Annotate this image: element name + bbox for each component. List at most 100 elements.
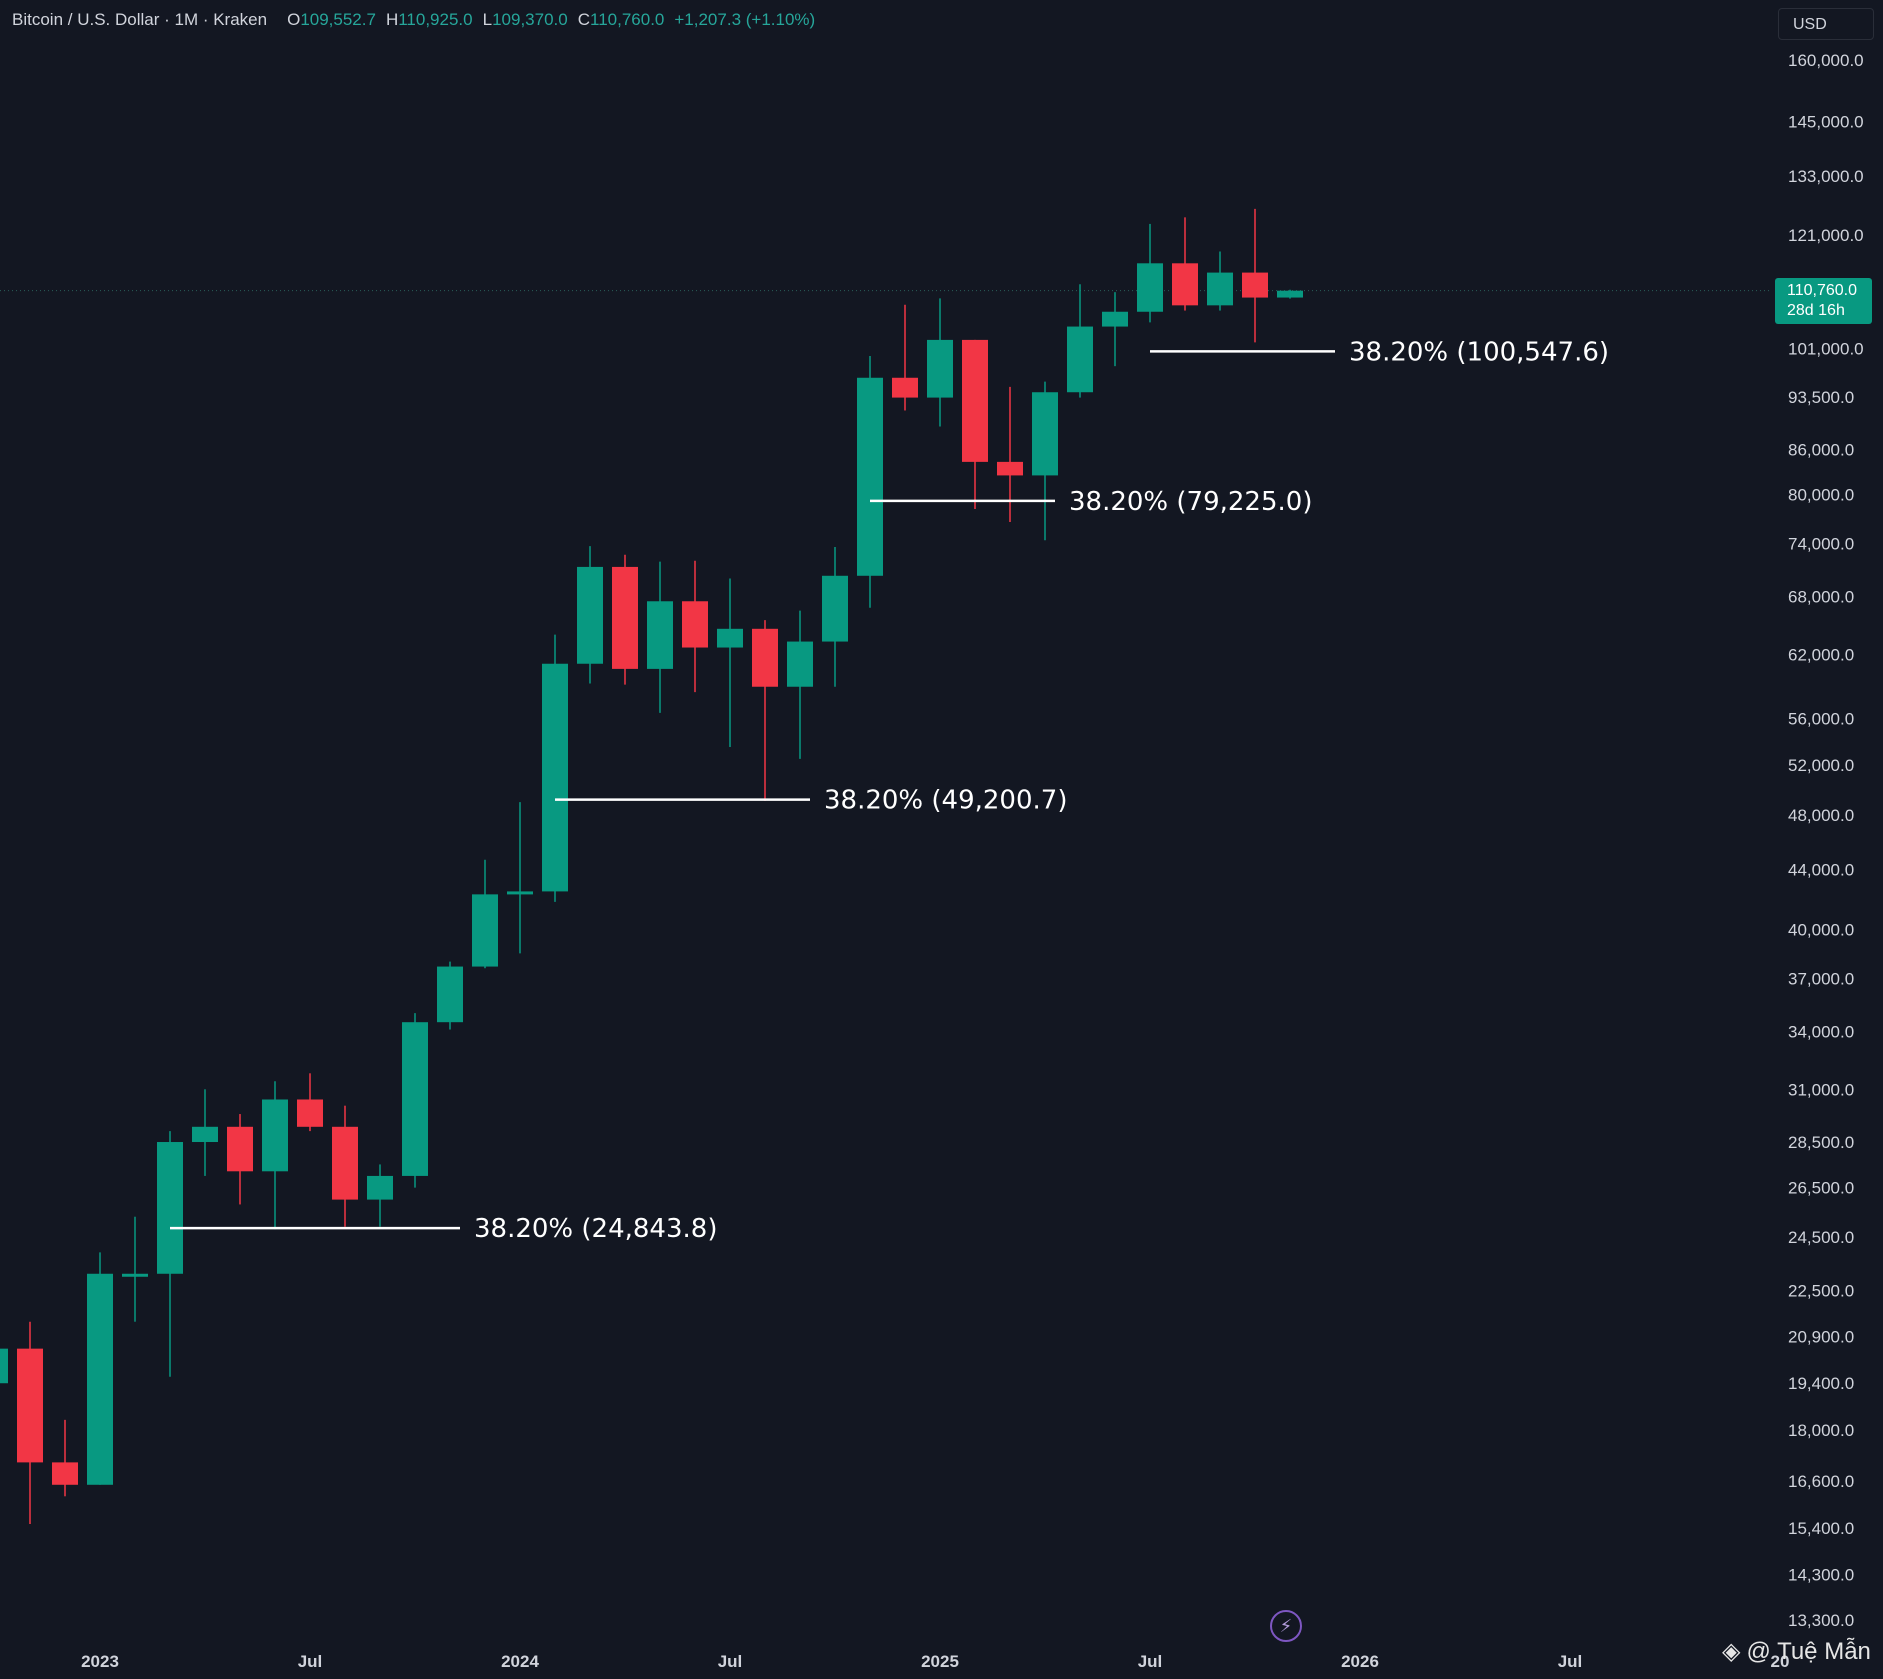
candle-body bbox=[752, 628, 778, 687]
y-tick-label: 160,000.0 bbox=[1788, 51, 1864, 70]
y-tick-label: 133,000.0 bbox=[1788, 167, 1864, 186]
candle[interactable] bbox=[192, 1089, 218, 1176]
x-tick-label: 2023 bbox=[81, 1652, 119, 1671]
candle[interactable] bbox=[122, 1216, 148, 1322]
candle-body bbox=[507, 891, 533, 895]
candle-body bbox=[52, 1462, 78, 1485]
candle-body bbox=[1102, 311, 1128, 327]
candle[interactable] bbox=[0, 1337, 8, 1400]
candle[interactable] bbox=[962, 339, 988, 509]
y-tick-label: 74,000.0 bbox=[1788, 535, 1854, 554]
binance-diamond-icon: ◈ bbox=[1722, 1638, 1741, 1665]
y-tick-label: 34,000.0 bbox=[1788, 1022, 1854, 1041]
candle[interactable] bbox=[367, 1164, 393, 1227]
candle-body bbox=[1277, 290, 1303, 298]
y-tick-label: 24,500.0 bbox=[1788, 1228, 1854, 1247]
candle[interactable] bbox=[227, 1114, 253, 1205]
candle[interactable] bbox=[17, 1321, 43, 1524]
y-tick-label: 14,300.0 bbox=[1788, 1566, 1854, 1585]
candle[interactable] bbox=[1207, 251, 1233, 311]
candle-body bbox=[472, 894, 498, 967]
candle-body bbox=[192, 1126, 218, 1143]
high-value: 110,925.0 bbox=[398, 10, 473, 29]
lightning-icon[interactable]: ⚡ bbox=[1270, 1610, 1302, 1642]
candle[interactable] bbox=[717, 578, 743, 748]
candle[interactable] bbox=[577, 546, 603, 684]
change-value: +1,207.3 (+1.10%) bbox=[674, 10, 816, 29]
y-tick-label: 68,000.0 bbox=[1788, 588, 1854, 607]
candle[interactable] bbox=[752, 620, 778, 801]
candle-body bbox=[17, 1348, 43, 1463]
candle-body bbox=[962, 339, 988, 462]
x-tick-label: 2025 bbox=[921, 1652, 959, 1671]
candle-body bbox=[1067, 326, 1093, 393]
candle[interactable] bbox=[542, 634, 568, 902]
candle-body bbox=[577, 566, 603, 664]
symbol-title[interactable]: Bitcoin / U.S. Dollar · 1M · Kraken bbox=[12, 10, 268, 29]
candle-body bbox=[1207, 272, 1233, 306]
last-price-tag: 110,760.0 28d 16h bbox=[1775, 278, 1872, 324]
candle[interactable] bbox=[612, 554, 638, 685]
candle[interactable] bbox=[1067, 284, 1093, 398]
y-tick-label: 15,400.0 bbox=[1788, 1519, 1854, 1538]
candle[interactable] bbox=[647, 561, 673, 713]
candle-body bbox=[87, 1273, 113, 1485]
candle[interactable] bbox=[297, 1073, 323, 1132]
candle[interactable] bbox=[1032, 381, 1058, 541]
ohlc-legend: Bitcoin / U.S. Dollar · 1M · Kraken O 109… bbox=[12, 10, 815, 30]
candle[interactable] bbox=[1137, 223, 1163, 323]
candle[interactable] bbox=[157, 1131, 183, 1377]
candle[interactable] bbox=[437, 961, 463, 1030]
candle-body bbox=[437, 966, 463, 1023]
candle-body bbox=[157, 1142, 183, 1274]
candle[interactable] bbox=[1242, 208, 1268, 343]
candle-body bbox=[542, 663, 568, 892]
fib-level-label: 38.20% (100,547.6) bbox=[1349, 337, 1609, 367]
candle[interactable] bbox=[892, 304, 918, 411]
open-label: O bbox=[287, 10, 301, 29]
candle[interactable] bbox=[332, 1105, 358, 1227]
candle-body bbox=[612, 566, 638, 669]
candle[interactable] bbox=[997, 386, 1023, 522]
candle-body bbox=[0, 1348, 8, 1384]
y-tick-label: 16,600.0 bbox=[1788, 1472, 1854, 1491]
y-tick-label: 48,000.0 bbox=[1788, 806, 1854, 825]
y-tick-label: 40,000.0 bbox=[1788, 920, 1854, 939]
candle[interactable] bbox=[472, 859, 498, 969]
y-tick-label: 28,500.0 bbox=[1788, 1133, 1854, 1152]
close-value: 110,760.0 bbox=[590, 10, 665, 29]
y-tick-label: 19,400.0 bbox=[1788, 1374, 1854, 1393]
candle[interactable] bbox=[52, 1419, 78, 1497]
candle-body bbox=[647, 601, 673, 669]
candle[interactable] bbox=[1102, 292, 1128, 367]
bar-countdown: 28d 16h bbox=[1787, 302, 1845, 319]
candle[interactable] bbox=[822, 547, 848, 687]
y-tick-label: 20,900.0 bbox=[1788, 1328, 1854, 1347]
candle[interactable] bbox=[262, 1081, 288, 1230]
candle[interactable] bbox=[402, 1013, 428, 1188]
candle[interactable] bbox=[507, 802, 533, 954]
candle[interactable] bbox=[1172, 217, 1198, 311]
y-tick-label: 37,000.0 bbox=[1788, 969, 1854, 988]
y-tick-label: 121,000.0 bbox=[1788, 226, 1864, 245]
y-tick-label: 18,000.0 bbox=[1788, 1421, 1854, 1440]
candle[interactable] bbox=[87, 1252, 113, 1485]
candle-body bbox=[122, 1273, 148, 1277]
candle-body bbox=[682, 601, 708, 648]
candle-body bbox=[1032, 392, 1058, 476]
candle[interactable] bbox=[1277, 289, 1303, 299]
candle[interactable] bbox=[927, 298, 953, 427]
watermark-text: @ Tuệ Mẫn bbox=[1746, 1638, 1871, 1665]
candle[interactable] bbox=[787, 610, 813, 759]
candle-body bbox=[332, 1126, 358, 1200]
y-tick-label: 31,000.0 bbox=[1788, 1080, 1854, 1099]
y-tick-label: 86,000.0 bbox=[1788, 440, 1854, 459]
candle-body bbox=[1172, 263, 1198, 306]
y-tick-label: 80,000.0 bbox=[1788, 486, 1854, 505]
candle[interactable] bbox=[857, 356, 883, 608]
y-tick-label: 56,000.0 bbox=[1788, 709, 1854, 728]
currency-button[interactable]: USD bbox=[1778, 8, 1874, 40]
candle[interactable] bbox=[682, 560, 708, 693]
